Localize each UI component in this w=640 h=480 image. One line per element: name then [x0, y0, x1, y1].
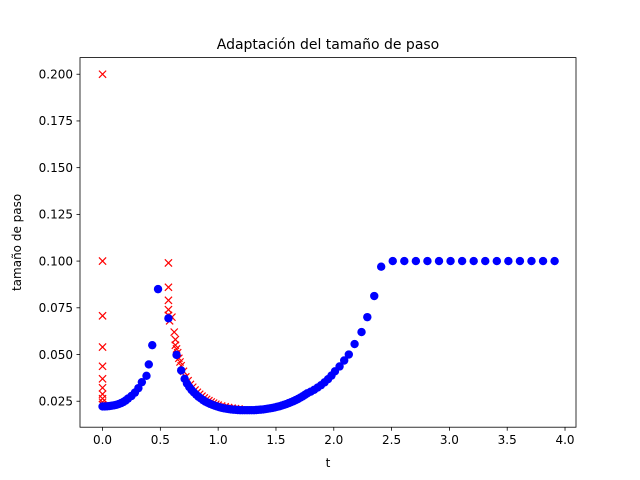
accepted-step-point [335, 362, 344, 371]
accepted-step-point [515, 256, 525, 266]
accepted-step-point [446, 256, 455, 266]
y-tick-label: 0.150 [39, 161, 73, 175]
data-marks [98, 70, 559, 415]
accepted-step-point [339, 356, 349, 365]
y-tick-label: 0.075 [39, 301, 73, 315]
accepted-step-point [400, 256, 409, 266]
accepted-step-point [469, 256, 478, 266]
accepted-step-point [344, 350, 354, 359]
rejected-step-marker [98, 374, 107, 383]
accepted-step-point [142, 371, 151, 381]
rejected-step-marker [164, 283, 173, 292]
accepted-step-point [363, 312, 372, 322]
accepted-step-point [492, 256, 502, 266]
accepted-step-point [423, 256, 432, 266]
y-tick-label: 0.125 [39, 208, 73, 222]
y-tick-label: 0.175 [39, 114, 73, 128]
rejected-step-marker [170, 328, 179, 337]
accepted-step-point [176, 366, 186, 375]
rejected-step-marker [98, 311, 107, 320]
accepted-step-point [504, 256, 513, 266]
rejected-step-marker [98, 394, 107, 403]
rejected-step-marker [98, 362, 107, 371]
accepted-step-point [350, 339, 359, 349]
y-tick-label: 0.025 [39, 395, 73, 409]
accepted-step-point [172, 350, 181, 360]
x-tick-label: 3.0 [440, 433, 459, 447]
accepted-step-point [411, 256, 421, 266]
accepted-step-point [388, 256, 397, 266]
accepted-step-point [457, 256, 467, 266]
accepted-step-point [148, 340, 157, 350]
x-tick-label: 4.0 [555, 433, 574, 447]
x-axis-label: t [326, 456, 331, 470]
accepted-step-point [370, 291, 379, 301]
y-tick-label: 0.100 [39, 254, 73, 268]
rejected-step-marker [98, 70, 107, 79]
rejected-step-marker [164, 258, 173, 267]
accepted-step-point [144, 360, 153, 369]
accepted-step-point [434, 256, 444, 266]
accepted-step-point [376, 262, 386, 271]
rejected-step-marker [98, 343, 107, 352]
x-tick-label: 1.5 [266, 433, 285, 447]
rejected-step-marker [164, 296, 173, 305]
accepted-step-point [527, 256, 536, 266]
accepted-step-point [164, 314, 173, 323]
rejected-step-marker [98, 257, 107, 266]
y-axis-label: tamaño de paso [10, 194, 24, 291]
plot-area-frame [79, 57, 577, 428]
accepted-step-point [481, 256, 490, 266]
x-tick-label: 1.0 [209, 433, 228, 447]
y-tick-label: 0.050 [39, 348, 73, 362]
rejected-step-marker [98, 383, 107, 392]
y-axis: 0.025 0.050 0.075 0.100 0.125 0.150 0.175 0.200 [39, 68, 80, 409]
chart-title: Adaptación del tamaño de paso [217, 37, 440, 53]
x-tick-label: 2.0 [324, 433, 343, 447]
y-tick-label: 0.200 [39, 68, 73, 82]
x-tick-label: 2.5 [382, 433, 401, 447]
accepted-step-point [550, 256, 559, 266]
accepted-step-point [538, 256, 548, 266]
x-tick-label: 3.5 [498, 433, 517, 447]
x-axis: 0.0 0.5 1.0 1.5 2.0 2.5 3.0 3.5 4.0 [93, 427, 575, 447]
accepted-step-point [357, 327, 366, 337]
x-tick-label: 0.0 [93, 433, 112, 447]
accepted-step-point [137, 377, 147, 387]
x-tick-label: 0.5 [151, 433, 170, 447]
accepted-step-point [153, 284, 163, 294]
